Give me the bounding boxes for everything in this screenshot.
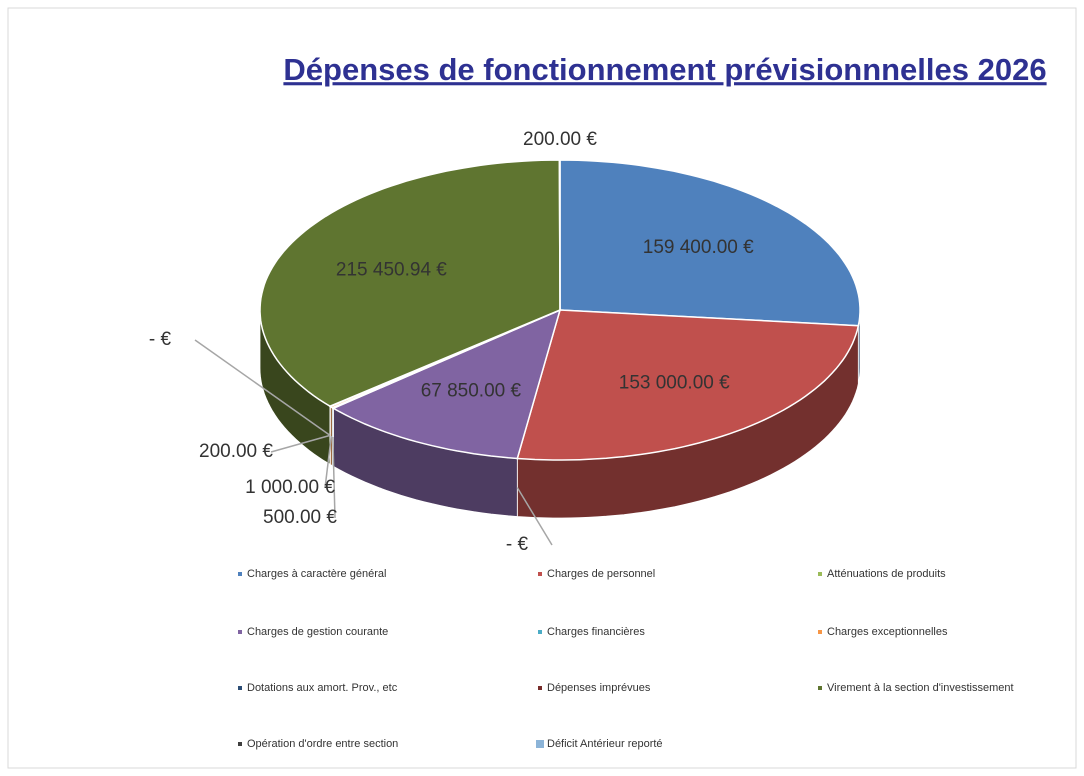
legend-marker [238,686,242,690]
pie-slice [516,309,860,461]
legend-label: Dépenses imprévues [547,682,651,694]
data-label: 215 450.94 € [336,260,447,281]
legend-label: Charges à caractère général [247,568,386,580]
legend-marker [818,686,822,690]
legend-label: Opération d'ordre entre section [247,738,398,750]
leader-line [324,435,333,489]
leader-line [194,339,331,436]
pie-slice [559,159,861,327]
data-label: 1 000.00 € [245,477,335,498]
data-label: 159 400.00 € [643,237,754,258]
data-label: 500.00 € [263,507,337,528]
legend-marker [238,630,242,634]
legend-label: Charges de personnel [547,568,655,580]
leader-line [270,434,331,453]
legend-label: Charges exceptionnelles [827,626,948,638]
pie-slice [331,308,562,460]
legend-marker [818,630,822,634]
leader-line [332,436,336,519]
data-label: - € [149,329,172,350]
legend-marker [818,572,822,576]
legend-label: Dotations aux amort. Prov., etc [247,682,398,694]
leader-line [516,487,553,546]
legend-label: Virement à la section d'investissement [827,682,1014,694]
data-label: 67 850.00 € [421,381,522,402]
legend-marker [238,742,242,746]
legend-marker [538,630,542,634]
legend-label: Charges de gestion courante [247,626,388,638]
data-label: 200.00 € [523,129,597,150]
legend-marker [238,572,242,576]
legend-marker [536,740,544,748]
chart-title: Dépenses de fonctionnement prévisionnnel… [283,52,1046,87]
pie-slice [259,159,561,408]
data-label: - € [506,534,529,555]
pie-slice [558,159,561,311]
legend-marker [538,572,542,576]
data-label: 153 000.00 € [619,372,730,393]
legend-label: Charges financières [547,626,645,638]
legend-label: Atténuations de produits [827,568,946,580]
legend-marker [538,686,542,690]
legend-label: Déficit Antérieur reporté [547,738,663,750]
data-label: 200.00 € [199,441,273,462]
